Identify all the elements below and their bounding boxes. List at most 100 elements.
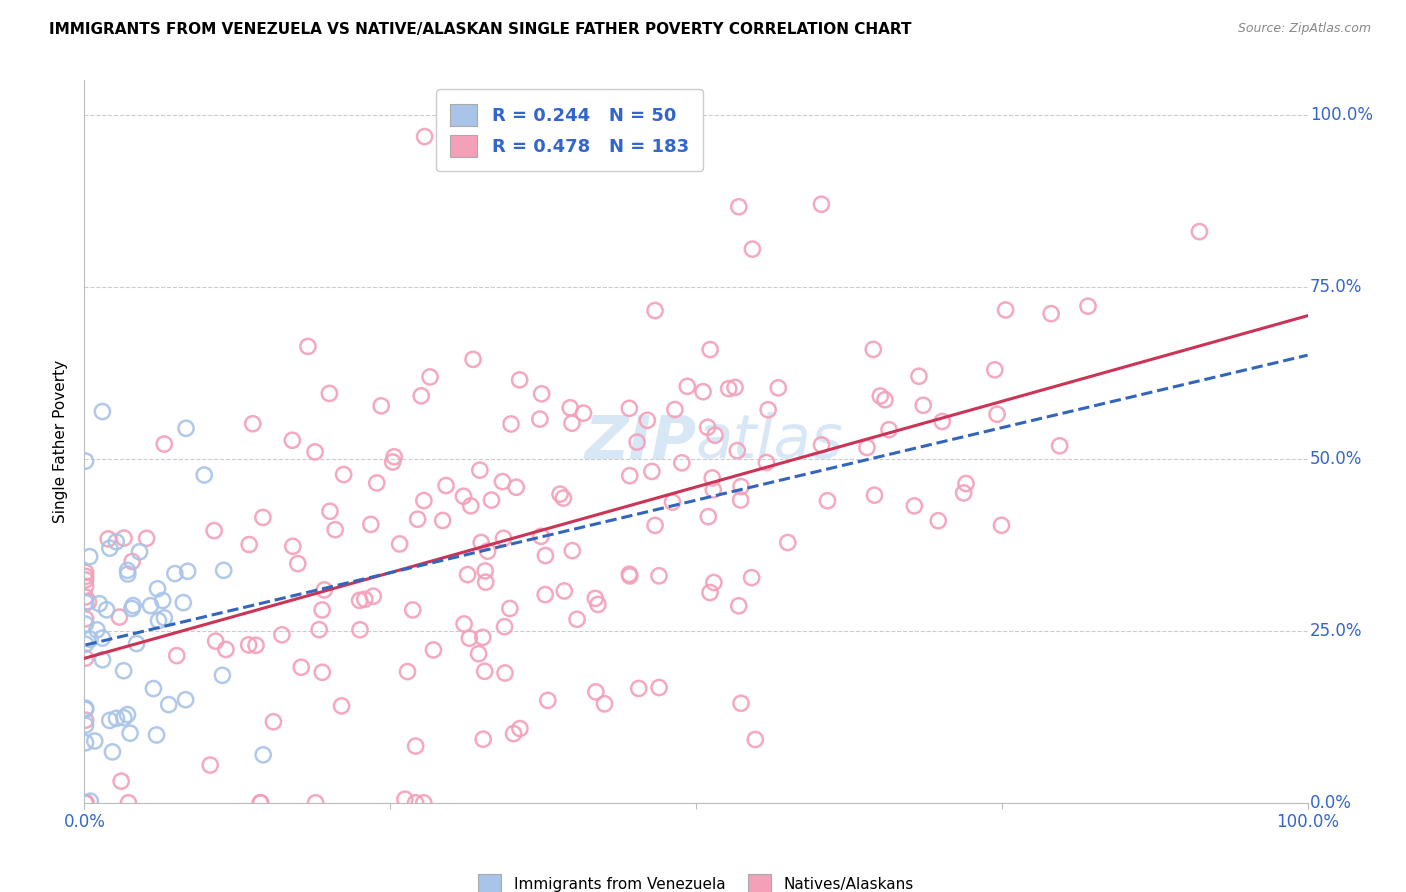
Point [75,454,97,468]
Point [142,681,165,696]
Point [311,603,333,617]
Point [211,668,233,682]
Point [75,596,97,610]
Point [908,369,931,384]
Point [91,631,114,645]
Point [593,697,616,711]
Point [619,468,641,483]
Point [412,493,434,508]
Point [249,796,271,810]
Point [1188,225,1211,239]
Point [553,584,575,599]
Point [730,493,752,508]
Point [163,566,186,581]
Point [644,303,666,318]
Point [117,796,139,810]
Point [304,445,326,459]
Point [457,567,479,582]
Point [176,564,198,578]
Point [460,499,482,513]
Point [112,711,135,725]
Point [481,493,503,508]
Point [75,713,97,727]
Point [548,487,571,501]
Point [505,480,527,494]
Point [381,455,404,469]
Point [153,437,176,451]
Point [509,373,531,387]
Point [308,623,330,637]
Point [174,692,197,706]
Point [174,421,197,435]
Point [586,598,609,612]
Point [252,747,274,762]
Point [641,465,664,479]
Point [509,722,531,736]
Point [755,455,778,469]
Point [458,631,481,645]
Point [245,638,267,652]
Point [405,796,427,810]
Point [619,569,641,583]
Point [238,537,260,551]
Point [699,343,721,357]
Point [388,537,411,551]
Point [474,665,496,679]
Point [491,475,513,489]
Point [125,636,148,650]
Point [242,417,264,431]
Point [75,579,97,593]
Point [699,585,721,599]
Text: 25.0%: 25.0% [1310,622,1362,640]
Point [91,653,114,667]
Text: 50.0%: 50.0% [1310,450,1362,467]
Point [474,564,496,578]
Point [499,601,522,615]
Point [262,714,284,729]
Point [304,796,326,810]
Point [271,628,294,642]
Text: 100.0%: 100.0% [1310,105,1374,124]
Point [744,732,766,747]
Point [477,544,499,558]
Point [75,701,97,715]
Point [96,603,118,617]
Point [281,434,304,448]
Point [534,588,557,602]
Point [112,664,135,678]
Point [756,402,779,417]
Point [1049,439,1071,453]
Point [349,593,371,607]
Point [912,398,935,412]
Point [145,728,167,742]
Point [530,386,553,401]
Point [810,197,832,211]
Point [202,524,225,538]
Point [121,555,143,569]
Point [702,471,724,485]
Point [121,601,143,615]
Text: ZIP: ZIP [583,412,696,471]
Text: 75.0%: 75.0% [1310,277,1362,296]
Point [927,514,949,528]
Point [152,593,174,607]
Point [361,589,384,603]
Point [530,529,553,543]
Point [112,531,135,545]
Point [135,531,157,545]
Point [461,352,484,367]
Point [703,575,725,590]
Point [412,796,434,810]
Point [411,389,433,403]
Point [696,420,718,434]
Point [863,488,886,502]
Point [75,566,97,580]
Point [193,467,215,482]
Point [619,401,641,416]
Point [877,423,900,437]
Point [97,532,120,546]
Point [117,563,139,577]
Point [252,510,274,524]
Point [98,541,121,556]
Point [468,463,491,477]
